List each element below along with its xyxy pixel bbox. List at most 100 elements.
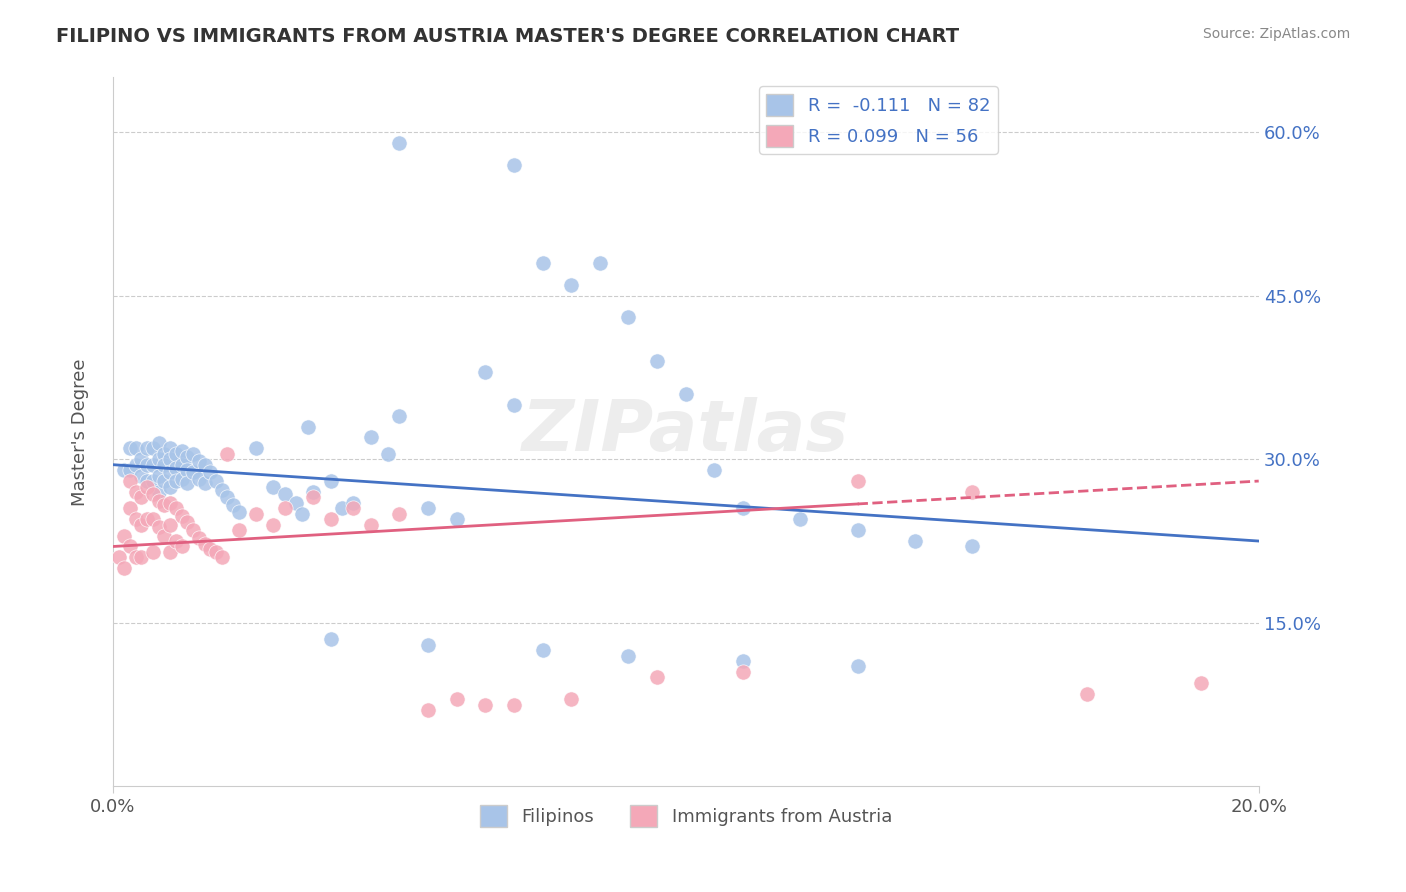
- Point: [131, 452, 153, 467]
- Point: [159, 466, 181, 480]
- Point: [193, 458, 215, 472]
- Point: [142, 458, 165, 472]
- Point: [181, 447, 204, 461]
- Point: [153, 528, 176, 542]
- Point: [388, 136, 411, 150]
- Point: [245, 442, 267, 456]
- Point: [589, 256, 612, 270]
- Point: [960, 540, 983, 554]
- Point: [181, 466, 204, 480]
- Point: [165, 474, 187, 488]
- Point: [131, 550, 153, 565]
- Point: [165, 501, 187, 516]
- Point: [125, 550, 148, 565]
- Point: [112, 463, 135, 477]
- Point: [131, 517, 153, 532]
- Point: [176, 516, 198, 530]
- Point: [446, 512, 468, 526]
- Point: [148, 452, 170, 467]
- Point: [531, 256, 554, 270]
- Point: [319, 474, 342, 488]
- Point: [228, 505, 250, 519]
- Point: [211, 550, 233, 565]
- Point: [118, 442, 141, 456]
- Point: [176, 463, 198, 477]
- Point: [211, 483, 233, 497]
- Point: [960, 485, 983, 500]
- Point: [148, 468, 170, 483]
- Point: [165, 447, 187, 461]
- Point: [165, 534, 187, 549]
- Point: [170, 508, 193, 523]
- Point: [846, 474, 869, 488]
- Point: [560, 692, 582, 706]
- Text: ZIPatlas: ZIPatlas: [522, 398, 849, 467]
- Point: [142, 545, 165, 559]
- Point: [733, 501, 755, 516]
- Point: [170, 443, 193, 458]
- Point: [1189, 676, 1212, 690]
- Point: [291, 507, 314, 521]
- Point: [148, 435, 170, 450]
- Point: [142, 474, 165, 488]
- Point: [107, 550, 129, 565]
- Point: [217, 447, 239, 461]
- Point: [187, 454, 209, 468]
- Point: [193, 476, 215, 491]
- Point: [262, 517, 284, 532]
- Point: [136, 474, 159, 488]
- Point: [302, 485, 325, 500]
- Point: [142, 442, 165, 456]
- Point: [142, 512, 165, 526]
- Point: [176, 476, 198, 491]
- Point: [904, 534, 927, 549]
- Point: [503, 158, 526, 172]
- Point: [617, 648, 640, 663]
- Point: [302, 491, 325, 505]
- Point: [1076, 687, 1098, 701]
- Point: [342, 501, 364, 516]
- Point: [125, 485, 148, 500]
- Point: [125, 442, 148, 456]
- Point: [274, 501, 297, 516]
- Point: [148, 520, 170, 534]
- Point: [148, 493, 170, 508]
- Point: [474, 365, 496, 379]
- Point: [285, 496, 308, 510]
- Point: [789, 512, 811, 526]
- Point: [446, 692, 468, 706]
- Point: [112, 561, 135, 575]
- Point: [136, 512, 159, 526]
- Point: [118, 474, 141, 488]
- Point: [159, 442, 181, 456]
- Y-axis label: Master's Degree: Master's Degree: [72, 359, 89, 506]
- Point: [503, 698, 526, 712]
- Point: [645, 354, 668, 368]
- Point: [222, 498, 245, 512]
- Point: [118, 540, 141, 554]
- Point: [176, 450, 198, 464]
- Point: [228, 523, 250, 537]
- Point: [125, 512, 148, 526]
- Point: [193, 537, 215, 551]
- Point: [153, 474, 176, 488]
- Point: [165, 461, 187, 475]
- Point: [617, 310, 640, 325]
- Point: [125, 458, 148, 472]
- Point: [388, 409, 411, 423]
- Point: [360, 517, 382, 532]
- Point: [159, 517, 181, 532]
- Point: [153, 447, 176, 461]
- Point: [531, 643, 554, 657]
- Point: [560, 277, 582, 292]
- Point: [319, 632, 342, 647]
- Point: [181, 523, 204, 537]
- Point: [131, 491, 153, 505]
- Point: [503, 398, 526, 412]
- Point: [416, 501, 439, 516]
- Point: [416, 638, 439, 652]
- Point: [136, 442, 159, 456]
- Point: [131, 468, 153, 483]
- Point: [200, 541, 222, 556]
- Point: [846, 523, 869, 537]
